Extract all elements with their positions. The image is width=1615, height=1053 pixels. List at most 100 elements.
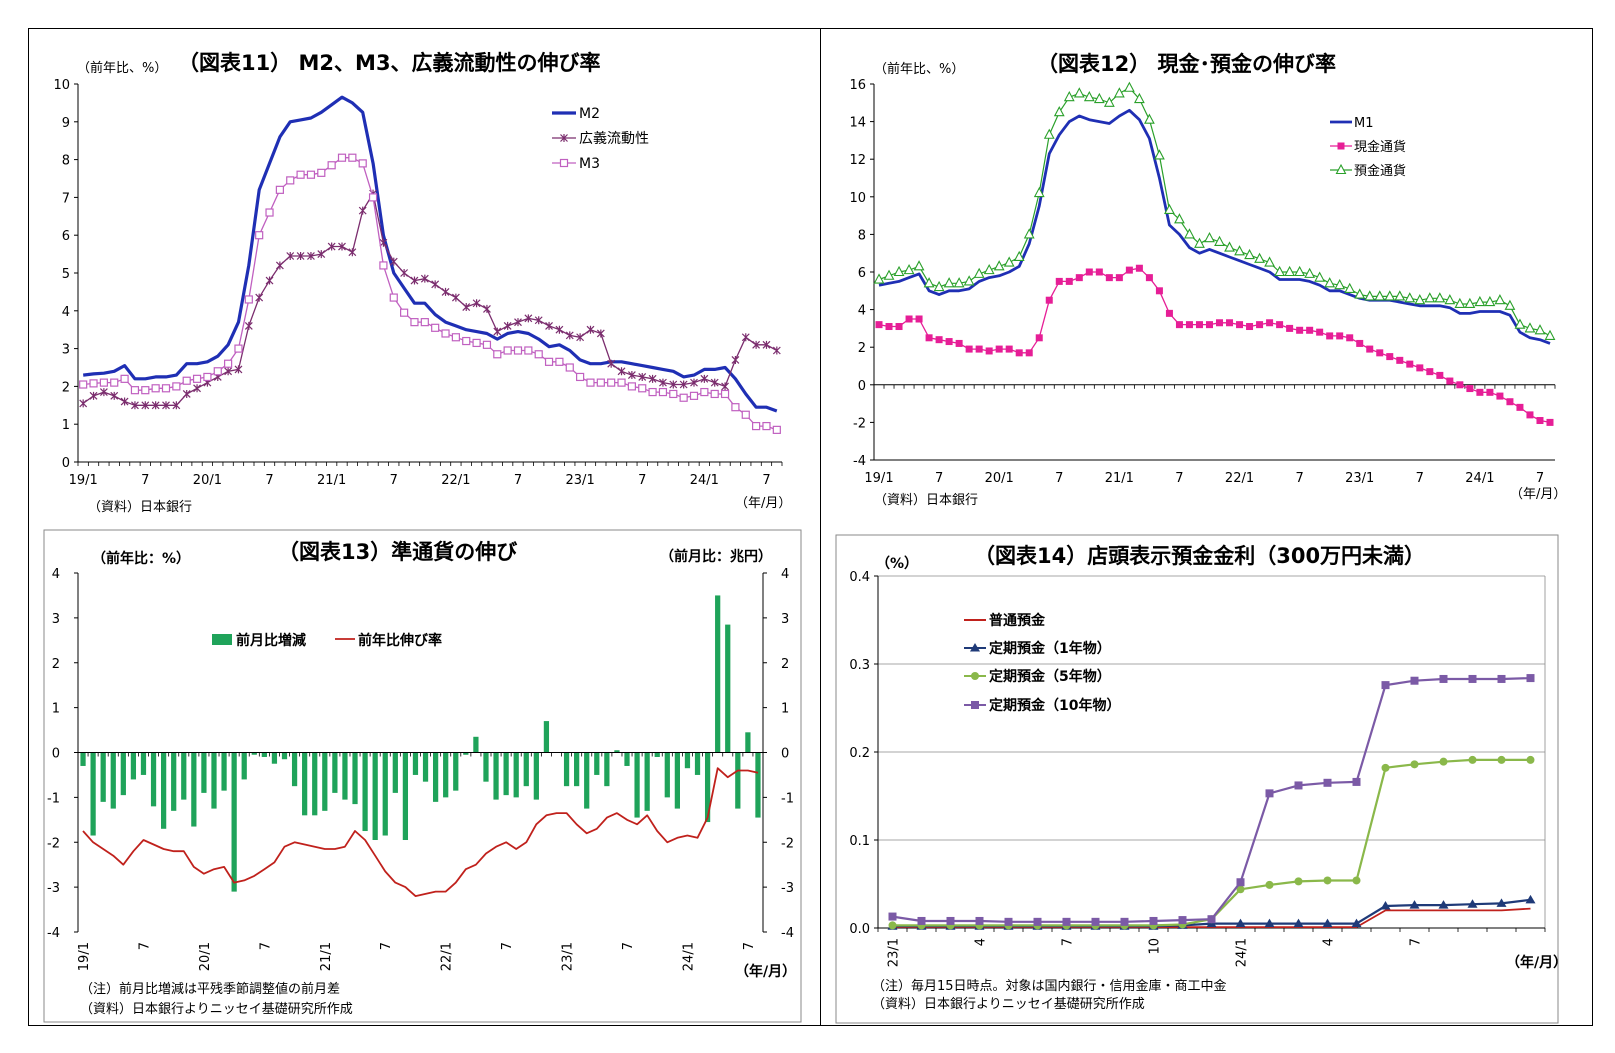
chart12-y-axis-title: （前年比、%） bbox=[874, 61, 964, 77]
chart12-data-point bbox=[1224, 241, 1235, 252]
chart12-data-point bbox=[1194, 237, 1205, 248]
chart12-data-point bbox=[1384, 290, 1396, 301]
chart13-bar bbox=[634, 752, 640, 818]
chart14-y-tick-label: 0.0 bbox=[849, 922, 870, 937]
chart11-data-point bbox=[255, 293, 264, 302]
chart12-data-point bbox=[1496, 392, 1504, 400]
chart13-bar bbox=[150, 752, 157, 807]
chart11-data-point bbox=[99, 388, 108, 397]
chart11-data-point bbox=[182, 376, 191, 385]
chart-13-panel: -4 -4 -3 -3 -2 -2 -1 -1 0 0 1 1 2 2 3 3 4 4 19/1 7 20/1 7 21/1… bbox=[43, 529, 802, 1023]
chart11-data-point bbox=[545, 321, 553, 330]
chart11-data-point bbox=[431, 280, 440, 289]
chart11-data-point bbox=[296, 170, 305, 179]
chart13-x-tick-label: 22/1 bbox=[440, 942, 455, 971]
chart12-data-point bbox=[983, 263, 995, 275]
chart14-data-point bbox=[1351, 918, 1362, 928]
chart14-data-point bbox=[1526, 674, 1535, 683]
chart12-data-point bbox=[1486, 388, 1494, 396]
chart11-data-point bbox=[368, 193, 378, 202]
chart11-data-point bbox=[224, 359, 233, 368]
chart13-bar bbox=[251, 752, 257, 755]
chart13-right-y-tick-label: 3 bbox=[781, 612, 789, 627]
chart11-data-point bbox=[752, 340, 761, 349]
chart11-data-point bbox=[162, 401, 170, 410]
chart13-left-y-tick-label: 3 bbox=[52, 612, 60, 627]
chart11-data-point bbox=[337, 153, 347, 162]
chart14-data-point bbox=[1091, 917, 1100, 926]
chart11-data-point bbox=[690, 378, 698, 387]
chart14-series-line bbox=[892, 677, 1531, 923]
chart13-bar bbox=[412, 752, 419, 775]
chart11-data-point bbox=[224, 367, 233, 376]
chart13-bar bbox=[171, 752, 177, 811]
chart11-data-point bbox=[275, 185, 284, 194]
chart13-bar bbox=[332, 752, 338, 793]
chart11-data-point bbox=[607, 359, 616, 368]
chart11-x-tick-label: 7 bbox=[514, 473, 522, 488]
chart11-data-point bbox=[348, 248, 357, 257]
chart14-series-line bbox=[892, 758, 1531, 927]
chart13-bar bbox=[281, 752, 288, 760]
chart14-title: （図表14）店頭表示預金金利（300万円未満） bbox=[974, 544, 1425, 568]
chart13-border bbox=[43, 529, 802, 1023]
chart11-data-point bbox=[731, 355, 740, 364]
chart12-data-point bbox=[1065, 277, 1073, 285]
chart12-data-point bbox=[1103, 96, 1115, 107]
chart11-data-point bbox=[389, 257, 398, 266]
chart12-data-point bbox=[1025, 349, 1033, 357]
chart11-legend-marker bbox=[560, 134, 568, 142]
chart12-y-tick-label: 14 bbox=[849, 116, 866, 131]
chart11-y-tick-label: 2 bbox=[62, 380, 70, 395]
chart13-bar bbox=[271, 752, 278, 764]
chart11-data-point bbox=[327, 161, 336, 170]
chart12-data-point bbox=[965, 345, 973, 353]
chart12-data-point bbox=[1416, 364, 1424, 372]
chart12-data-point bbox=[1123, 81, 1135, 92]
chart12-data-point bbox=[1536, 417, 1544, 425]
chart11-data-point bbox=[172, 382, 181, 391]
chart11-data-point bbox=[400, 308, 409, 317]
chart12-data-point bbox=[1244, 248, 1255, 260]
chart11-data-point bbox=[265, 276, 274, 285]
chart-12-svg: -4 -2 0 2 4 6 8 10 12 14 16 19/1 7 20/1 7 21/1 7 22/1 7 23/… bbox=[849, 52, 1566, 508]
chart11-data-point bbox=[524, 346, 533, 355]
chart11-data-point bbox=[679, 393, 688, 402]
chart11-y-tick-label: 7 bbox=[62, 191, 70, 206]
chart11-data-point bbox=[700, 387, 709, 397]
chart12-data-point bbox=[1474, 295, 1486, 307]
chart12-data-point bbox=[1304, 267, 1316, 278]
chart11-data-point bbox=[151, 384, 160, 393]
chart-12-panel: -4 -2 0 2 4 6 8 10 12 14 16 19/1 7 20/1 7 21/1 7 22/1 7 23/… bbox=[0, 0, 1615, 520]
chart11-data-point bbox=[555, 325, 564, 334]
chart13-bar bbox=[362, 752, 368, 832]
chart12-data-point bbox=[1414, 294, 1426, 305]
chart11-data-point bbox=[348, 153, 357, 162]
chart11-data-point bbox=[99, 378, 108, 387]
chart12-data-point bbox=[1514, 318, 1526, 329]
chart11-data-point bbox=[389, 293, 398, 302]
chart11-data-point bbox=[659, 378, 667, 387]
chart12-source-note: （資料）日本銀行 bbox=[874, 493, 978, 508]
chart13-bar bbox=[402, 752, 409, 841]
chart12-y-tick-label: 4 bbox=[858, 304, 866, 319]
chart13-bar bbox=[140, 752, 147, 775]
chart12-data-point bbox=[945, 338, 953, 346]
chart14-data-point bbox=[1033, 917, 1042, 926]
chart11-data-point bbox=[762, 340, 771, 349]
chart13-x-tick-label: 7 bbox=[258, 942, 273, 950]
chart14-data-point bbox=[1265, 789, 1274, 798]
chart12-data-point bbox=[1296, 326, 1304, 334]
chart11-data-point bbox=[161, 384, 171, 393]
chart11-data-point bbox=[627, 382, 636, 391]
chart14-data-point bbox=[1409, 900, 1420, 909]
chart11-data-point bbox=[607, 378, 616, 387]
chart11-data-point bbox=[131, 401, 139, 410]
chart11-data-point bbox=[772, 425, 781, 434]
chart12-data-point bbox=[1314, 271, 1326, 282]
chart11-data-point bbox=[296, 251, 305, 260]
chart11-x-tick-label: 7 bbox=[638, 473, 646, 488]
chart13-right-y-tick-label: 0 bbox=[781, 747, 789, 762]
chart12-data-point bbox=[1005, 345, 1013, 353]
